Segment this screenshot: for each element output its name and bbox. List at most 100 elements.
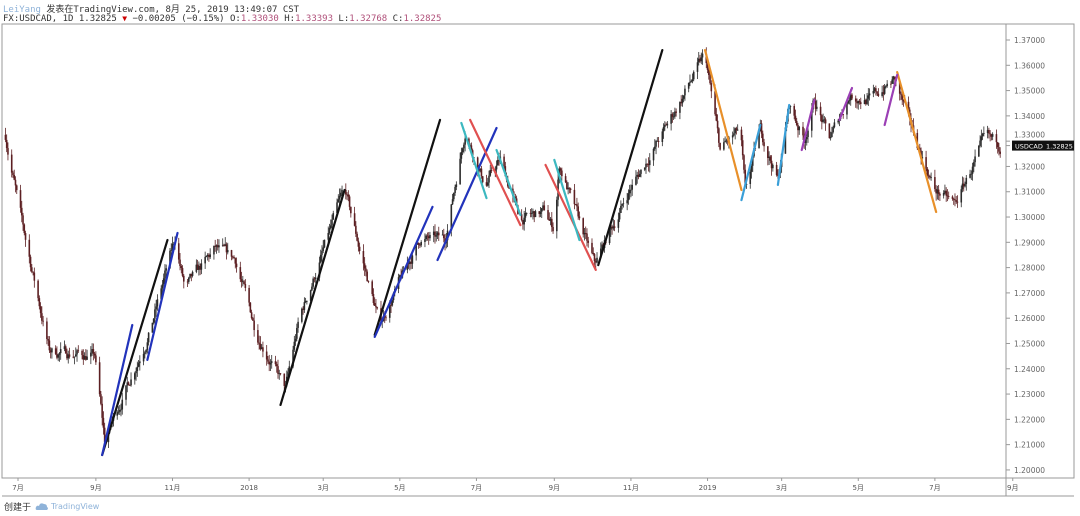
candle-up xyxy=(169,250,171,269)
x-tick-label: 2018 xyxy=(240,484,258,492)
candle-down xyxy=(252,318,254,321)
candle-down xyxy=(367,281,370,282)
candle-up xyxy=(829,136,832,139)
candle-down xyxy=(199,265,201,270)
high-label: H: xyxy=(284,14,296,24)
candle-up xyxy=(540,208,543,212)
candle-down xyxy=(14,179,17,186)
candle-down xyxy=(38,298,41,307)
candle-down xyxy=(23,224,26,234)
candle-down xyxy=(802,126,804,136)
candle-down xyxy=(795,120,798,125)
candle-up xyxy=(409,261,411,265)
candle-down xyxy=(357,240,360,247)
candle-up xyxy=(734,128,736,134)
candle-up xyxy=(293,341,296,350)
candle-down xyxy=(947,196,950,197)
candle-down xyxy=(41,313,43,321)
candle-down xyxy=(410,261,412,264)
candle-up xyxy=(388,305,391,318)
candle-down xyxy=(177,243,180,260)
triangle-down-icon: ▼ xyxy=(122,14,128,23)
candle-up xyxy=(195,264,198,272)
x-tick-label: 9月 xyxy=(549,484,560,492)
x-tick-label: 7月 xyxy=(929,484,940,492)
candle-up xyxy=(125,385,127,400)
candle-down xyxy=(564,176,567,183)
candle-down xyxy=(345,189,347,195)
tradingview-logo[interactable]: TradingView xyxy=(35,502,99,511)
candle-down xyxy=(13,174,16,180)
candle-up xyxy=(76,350,78,355)
trend-line xyxy=(373,205,434,339)
price-chart[interactable]: 1.37000 1.36000 1.35000 1.34000 1.33000 1.320… xyxy=(0,0,1080,500)
candle-down xyxy=(593,254,596,262)
candle-down xyxy=(33,272,36,281)
candle-down xyxy=(371,281,373,295)
candle-down xyxy=(103,427,106,443)
candle-up xyxy=(638,173,641,177)
x-tick-label: 3月 xyxy=(317,484,328,492)
candle-down xyxy=(998,147,1000,152)
candle-down xyxy=(490,170,493,172)
candle-up xyxy=(804,139,807,143)
y-tick-label: 1.25000 xyxy=(1014,339,1045,348)
candle-down xyxy=(82,355,85,360)
candle-up xyxy=(441,234,444,236)
candle-up xyxy=(51,348,53,353)
candle-up xyxy=(200,263,203,270)
candle-up xyxy=(205,256,208,257)
candle-down xyxy=(548,219,551,221)
candle-down xyxy=(434,231,436,237)
candle-up xyxy=(620,205,622,214)
candle-up xyxy=(161,284,164,289)
candle-up xyxy=(930,177,932,178)
candle-up xyxy=(164,270,166,279)
candle-up xyxy=(116,412,119,416)
candle-up xyxy=(135,371,137,374)
candle-down xyxy=(760,123,763,134)
candle-down xyxy=(230,250,233,257)
candle-up xyxy=(833,122,836,128)
candle-up xyxy=(206,254,209,257)
candle-down xyxy=(770,160,773,169)
author-name[interactable]: LeiYang xyxy=(3,5,41,15)
candle-up xyxy=(643,167,646,170)
candle-down xyxy=(937,189,940,194)
candle-up xyxy=(301,308,303,322)
candle-up xyxy=(213,245,215,255)
footer: 创建于 TradingView xyxy=(4,500,99,513)
publish-text: 发表在TradingView.com, 8月 25, 2019 13:49:07… xyxy=(46,5,300,15)
candle-down xyxy=(578,216,581,219)
candle-up xyxy=(287,371,289,377)
candle-up xyxy=(881,92,883,96)
candle-up xyxy=(322,247,325,251)
candle-up xyxy=(758,131,760,149)
candle-down xyxy=(54,348,57,354)
candle-up xyxy=(670,114,672,124)
open-value: 1.33030 xyxy=(240,14,279,24)
candle-down xyxy=(587,240,590,243)
candle-down xyxy=(350,206,352,214)
candle-up xyxy=(215,245,218,247)
candle-up xyxy=(294,338,297,342)
candle-down xyxy=(859,102,862,105)
candle-up xyxy=(534,211,537,218)
low-value: 1.32768 xyxy=(349,14,388,24)
candle-up xyxy=(336,202,338,214)
x-tick-label: 9月 xyxy=(1007,484,1018,492)
candle-up xyxy=(460,152,463,159)
candle-down xyxy=(268,361,270,365)
candle-up xyxy=(944,190,946,194)
candle-down xyxy=(186,281,189,283)
candle-down xyxy=(498,160,500,161)
candle-up xyxy=(873,88,876,92)
candle-up xyxy=(691,79,694,82)
candle-down xyxy=(675,111,677,113)
candle-up xyxy=(979,140,981,146)
trend-line xyxy=(101,323,134,457)
candle-up xyxy=(328,228,331,233)
candle-up xyxy=(823,119,826,121)
candle-down xyxy=(566,182,568,190)
candle-down xyxy=(865,100,867,104)
